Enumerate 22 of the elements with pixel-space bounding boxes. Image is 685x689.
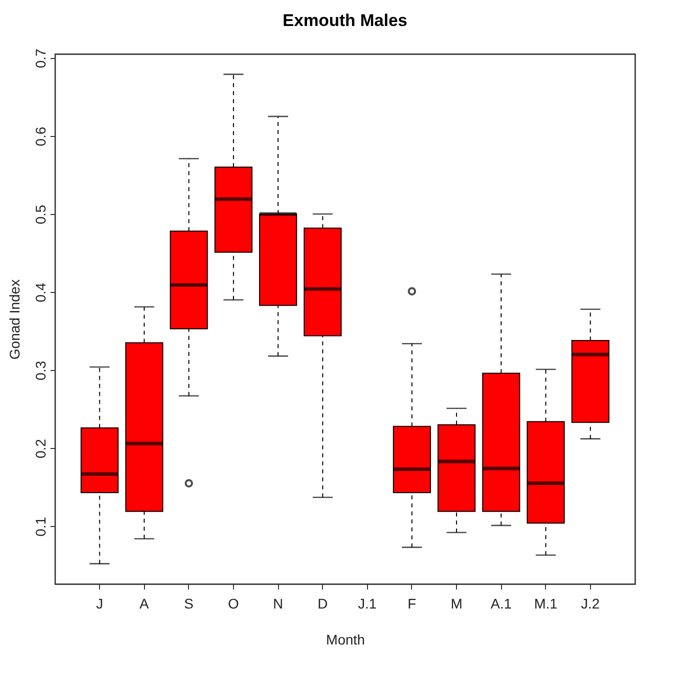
x-tick-label: A.1 [490, 596, 512, 612]
y-tick-label: 0.2 [32, 438, 48, 458]
chart-title: Exmouth Males [282, 11, 408, 30]
y-tick-label: 0.4 [32, 282, 48, 302]
x-tick-label: A [140, 596, 150, 612]
y-tick-label: 0.3 [32, 360, 48, 380]
x-tick-label: F [408, 596, 416, 612]
x-tick-label: J.2 [581, 596, 600, 612]
x-tick-label: D [318, 596, 328, 612]
y-tick-label: 0.7 [32, 48, 48, 68]
y-tick-label: 0.6 [32, 126, 48, 146]
x-tick-label: J.1 [358, 596, 377, 612]
x-tick-label: J [96, 596, 104, 612]
x-tick-label: N [273, 596, 284, 612]
x-tick-label: S [184, 596, 194, 612]
y-tick-label: 0.1 [32, 516, 48, 536]
y-tick-label: 0.5 [32, 204, 48, 224]
x-tick-label: M [450, 596, 462, 612]
x-axis-title: Month [326, 632, 365, 648]
x-tick-label: O [228, 596, 240, 612]
y-axis-title: Gonad Index [6, 279, 22, 360]
x-tick-label: M.1 [534, 596, 558, 612]
